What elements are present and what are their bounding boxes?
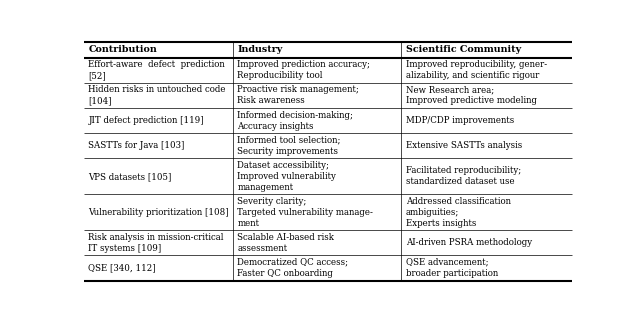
Text: Contribution: Contribution	[88, 45, 157, 54]
Text: Informed tool selection;
Security improvements: Informed tool selection; Security improv…	[237, 136, 340, 156]
Text: AI-driven PSRA methodology: AI-driven PSRA methodology	[406, 238, 532, 247]
Text: Risk analysis in mission-critical
IT systems [109]: Risk analysis in mission-critical IT sys…	[88, 233, 224, 253]
Text: Improved prediction accuracy;
Reproducibility tool: Improved prediction accuracy; Reproducib…	[237, 60, 371, 80]
Text: MDP/CDP improvements: MDP/CDP improvements	[406, 116, 514, 125]
Text: Proactive risk management;
Risk awareness: Proactive risk management; Risk awarenes…	[237, 86, 359, 106]
Text: Hidden risks in untouched code
[104]: Hidden risks in untouched code [104]	[88, 86, 226, 106]
Text: SASTTs for Java [103]: SASTTs for Java [103]	[88, 141, 185, 150]
Text: Improved reproducibility, gener-
alizability, and scientific rigour: Improved reproducibility, gener- alizabi…	[406, 60, 547, 80]
Text: JIT defect prediction [119]: JIT defect prediction [119]	[88, 116, 204, 125]
Text: VPS datasets [105]: VPS datasets [105]	[88, 172, 172, 181]
Text: New Research area;
Improved predictive modeling: New Research area; Improved predictive m…	[406, 86, 537, 106]
Text: Severity clarity;
Targeted vulnerability manage-
ment: Severity clarity; Targeted vulnerability…	[237, 197, 373, 228]
Text: Extensive SASTTs analysis: Extensive SASTTs analysis	[406, 141, 522, 150]
Text: Industry: Industry	[237, 45, 282, 54]
Text: Vulnerability prioritization [108]: Vulnerability prioritization [108]	[88, 208, 229, 217]
Text: Democratized QC access;
Faster QC onboarding: Democratized QC access; Faster QC onboar…	[237, 258, 348, 278]
Text: QSE advancement;
broader participation: QSE advancement; broader participation	[406, 258, 498, 278]
Text: Scientific Community: Scientific Community	[406, 45, 521, 54]
Text: Dataset accessibility;
Improved vulnerability
management: Dataset accessibility; Improved vulnerab…	[237, 161, 336, 192]
Text: Scalable AI-based risk
assessment: Scalable AI-based risk assessment	[237, 233, 334, 253]
Text: Effort-aware  defect  prediction
[52]: Effort-aware defect prediction [52]	[88, 60, 225, 80]
Text: QSE [340, 112]: QSE [340, 112]	[88, 264, 156, 273]
Text: Facilitated reproducibility;
standardized dataset use: Facilitated reproducibility; standardize…	[406, 166, 521, 186]
Text: Informed decision-making;
Accuracy insights: Informed decision-making; Accuracy insig…	[237, 111, 353, 131]
Text: Addressed classification
ambiguities;
Experts insights: Addressed classification ambiguities; Ex…	[406, 197, 511, 228]
